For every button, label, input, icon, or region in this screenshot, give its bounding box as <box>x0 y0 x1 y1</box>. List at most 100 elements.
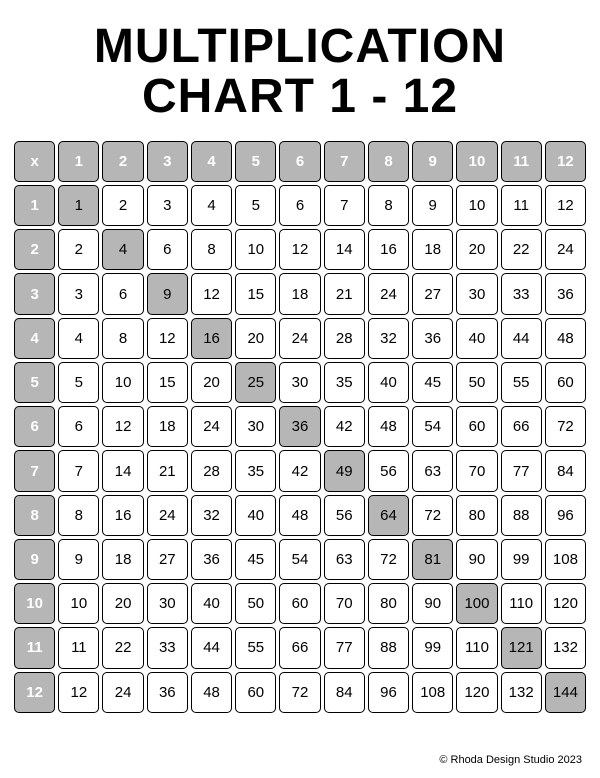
cell-9-6: 54 <box>279 539 320 580</box>
cell-2-9: 18 <box>412 229 453 270</box>
cell-11-11: 121 <box>501 627 542 668</box>
cell-4-9: 36 <box>412 318 453 359</box>
cell-10-7: 70 <box>324 583 365 624</box>
cell-12-5: 60 <box>235 672 276 713</box>
cell-9-11: 99 <box>501 539 542 580</box>
cell-7-9: 63 <box>412 450 453 491</box>
page-title: MULTIPLICATION CHART 1 - 12 <box>0 0 600 123</box>
cell-8-1: 8 <box>58 495 99 536</box>
cell-7-5: 35 <box>235 450 276 491</box>
cell-7-4: 28 <box>191 450 232 491</box>
cell-1-2: 2 <box>102 185 143 226</box>
copyright-text: © Rhoda Design Studio 2023 <box>439 754 582 766</box>
cell-2-12: 24 <box>545 229 586 270</box>
cell-12-4: 48 <box>191 672 232 713</box>
cell-8-11: 88 <box>501 495 542 536</box>
cell-4-7: 28 <box>324 318 365 359</box>
row-header-10: 10 <box>14 583 55 624</box>
cell-6-12: 72 <box>545 406 586 447</box>
cell-10-11: 110 <box>501 583 542 624</box>
cell-11-12: 132 <box>545 627 586 668</box>
cell-8-10: 80 <box>456 495 497 536</box>
row-header-7: 7 <box>14 450 55 491</box>
cell-4-11: 44 <box>501 318 542 359</box>
cell-5-12: 60 <box>545 362 586 403</box>
cell-11-7: 77 <box>324 627 365 668</box>
cell-12-7: 84 <box>324 672 365 713</box>
cell-8-7: 56 <box>324 495 365 536</box>
cell-1-8: 8 <box>368 185 409 226</box>
cell-10-5: 50 <box>235 583 276 624</box>
cell-12-3: 36 <box>147 672 188 713</box>
col-header-10: 10 <box>456 141 497 182</box>
cell-4-6: 24 <box>279 318 320 359</box>
cell-2-8: 16 <box>368 229 409 270</box>
cell-8-12: 96 <box>545 495 586 536</box>
cell-9-9: 81 <box>412 539 453 580</box>
cell-2-4: 8 <box>191 229 232 270</box>
cell-11-5: 55 <box>235 627 276 668</box>
cell-11-6: 66 <box>279 627 320 668</box>
cell-1-6: 6 <box>279 185 320 226</box>
cell-3-8: 24 <box>368 273 409 314</box>
cell-8-4: 32 <box>191 495 232 536</box>
cell-3-11: 33 <box>501 273 542 314</box>
cell-2-11: 22 <box>501 229 542 270</box>
cell-12-9: 108 <box>412 672 453 713</box>
cell-5-9: 45 <box>412 362 453 403</box>
cell-2-6: 12 <box>279 229 320 270</box>
cell-4-2: 8 <box>102 318 143 359</box>
col-header-3: 3 <box>147 141 188 182</box>
cell-1-1: 1 <box>58 185 99 226</box>
cell-6-10: 60 <box>456 406 497 447</box>
cell-5-4: 20 <box>191 362 232 403</box>
row-header-4: 4 <box>14 318 55 359</box>
cell-7-12: 84 <box>545 450 586 491</box>
cell-9-2: 18 <box>102 539 143 580</box>
cell-10-2: 20 <box>102 583 143 624</box>
col-header-2: 2 <box>102 141 143 182</box>
cell-11-3: 33 <box>147 627 188 668</box>
cell-3-9: 27 <box>412 273 453 314</box>
cell-7-1: 7 <box>58 450 99 491</box>
row-header-11: 11 <box>14 627 55 668</box>
cell-9-8: 72 <box>368 539 409 580</box>
cell-7-6: 42 <box>279 450 320 491</box>
cell-5-2: 10 <box>102 362 143 403</box>
cell-12-12: 144 <box>545 672 586 713</box>
cell-10-3: 30 <box>147 583 188 624</box>
cell-6-5: 30 <box>235 406 276 447</box>
cell-12-11: 132 <box>501 672 542 713</box>
row-header-9: 9 <box>14 539 55 580</box>
cell-12-1: 12 <box>58 672 99 713</box>
title-line-1: MULTIPLICATION <box>94 20 506 73</box>
cell-12-2: 24 <box>102 672 143 713</box>
cell-10-12: 120 <box>545 583 586 624</box>
cell-10-1: 10 <box>58 583 99 624</box>
cell-7-7: 49 <box>324 450 365 491</box>
cell-7-10: 70 <box>456 450 497 491</box>
cell-9-1: 9 <box>58 539 99 580</box>
cell-6-3: 18 <box>147 406 188 447</box>
cell-8-9: 72 <box>412 495 453 536</box>
cell-1-10: 10 <box>456 185 497 226</box>
cell-11-10: 110 <box>456 627 497 668</box>
col-header-5: 5 <box>235 141 276 182</box>
cell-9-5: 45 <box>235 539 276 580</box>
cell-5-6: 30 <box>279 362 320 403</box>
cell-3-10: 30 <box>456 273 497 314</box>
cell-10-4: 40 <box>191 583 232 624</box>
cell-5-10: 50 <box>456 362 497 403</box>
cell-3-3: 9 <box>147 273 188 314</box>
cell-2-2: 4 <box>102 229 143 270</box>
row-header-1: 1 <box>14 185 55 226</box>
cell-4-5: 20 <box>235 318 276 359</box>
cell-1-9: 9 <box>412 185 453 226</box>
cell-1-4: 4 <box>191 185 232 226</box>
cell-8-2: 16 <box>102 495 143 536</box>
cell-7-2: 14 <box>102 450 143 491</box>
title-line-2: CHART 1 - 12 <box>142 70 458 123</box>
col-header-9: 9 <box>412 141 453 182</box>
cell-5-8: 40 <box>368 362 409 403</box>
cell-1-7: 7 <box>324 185 365 226</box>
